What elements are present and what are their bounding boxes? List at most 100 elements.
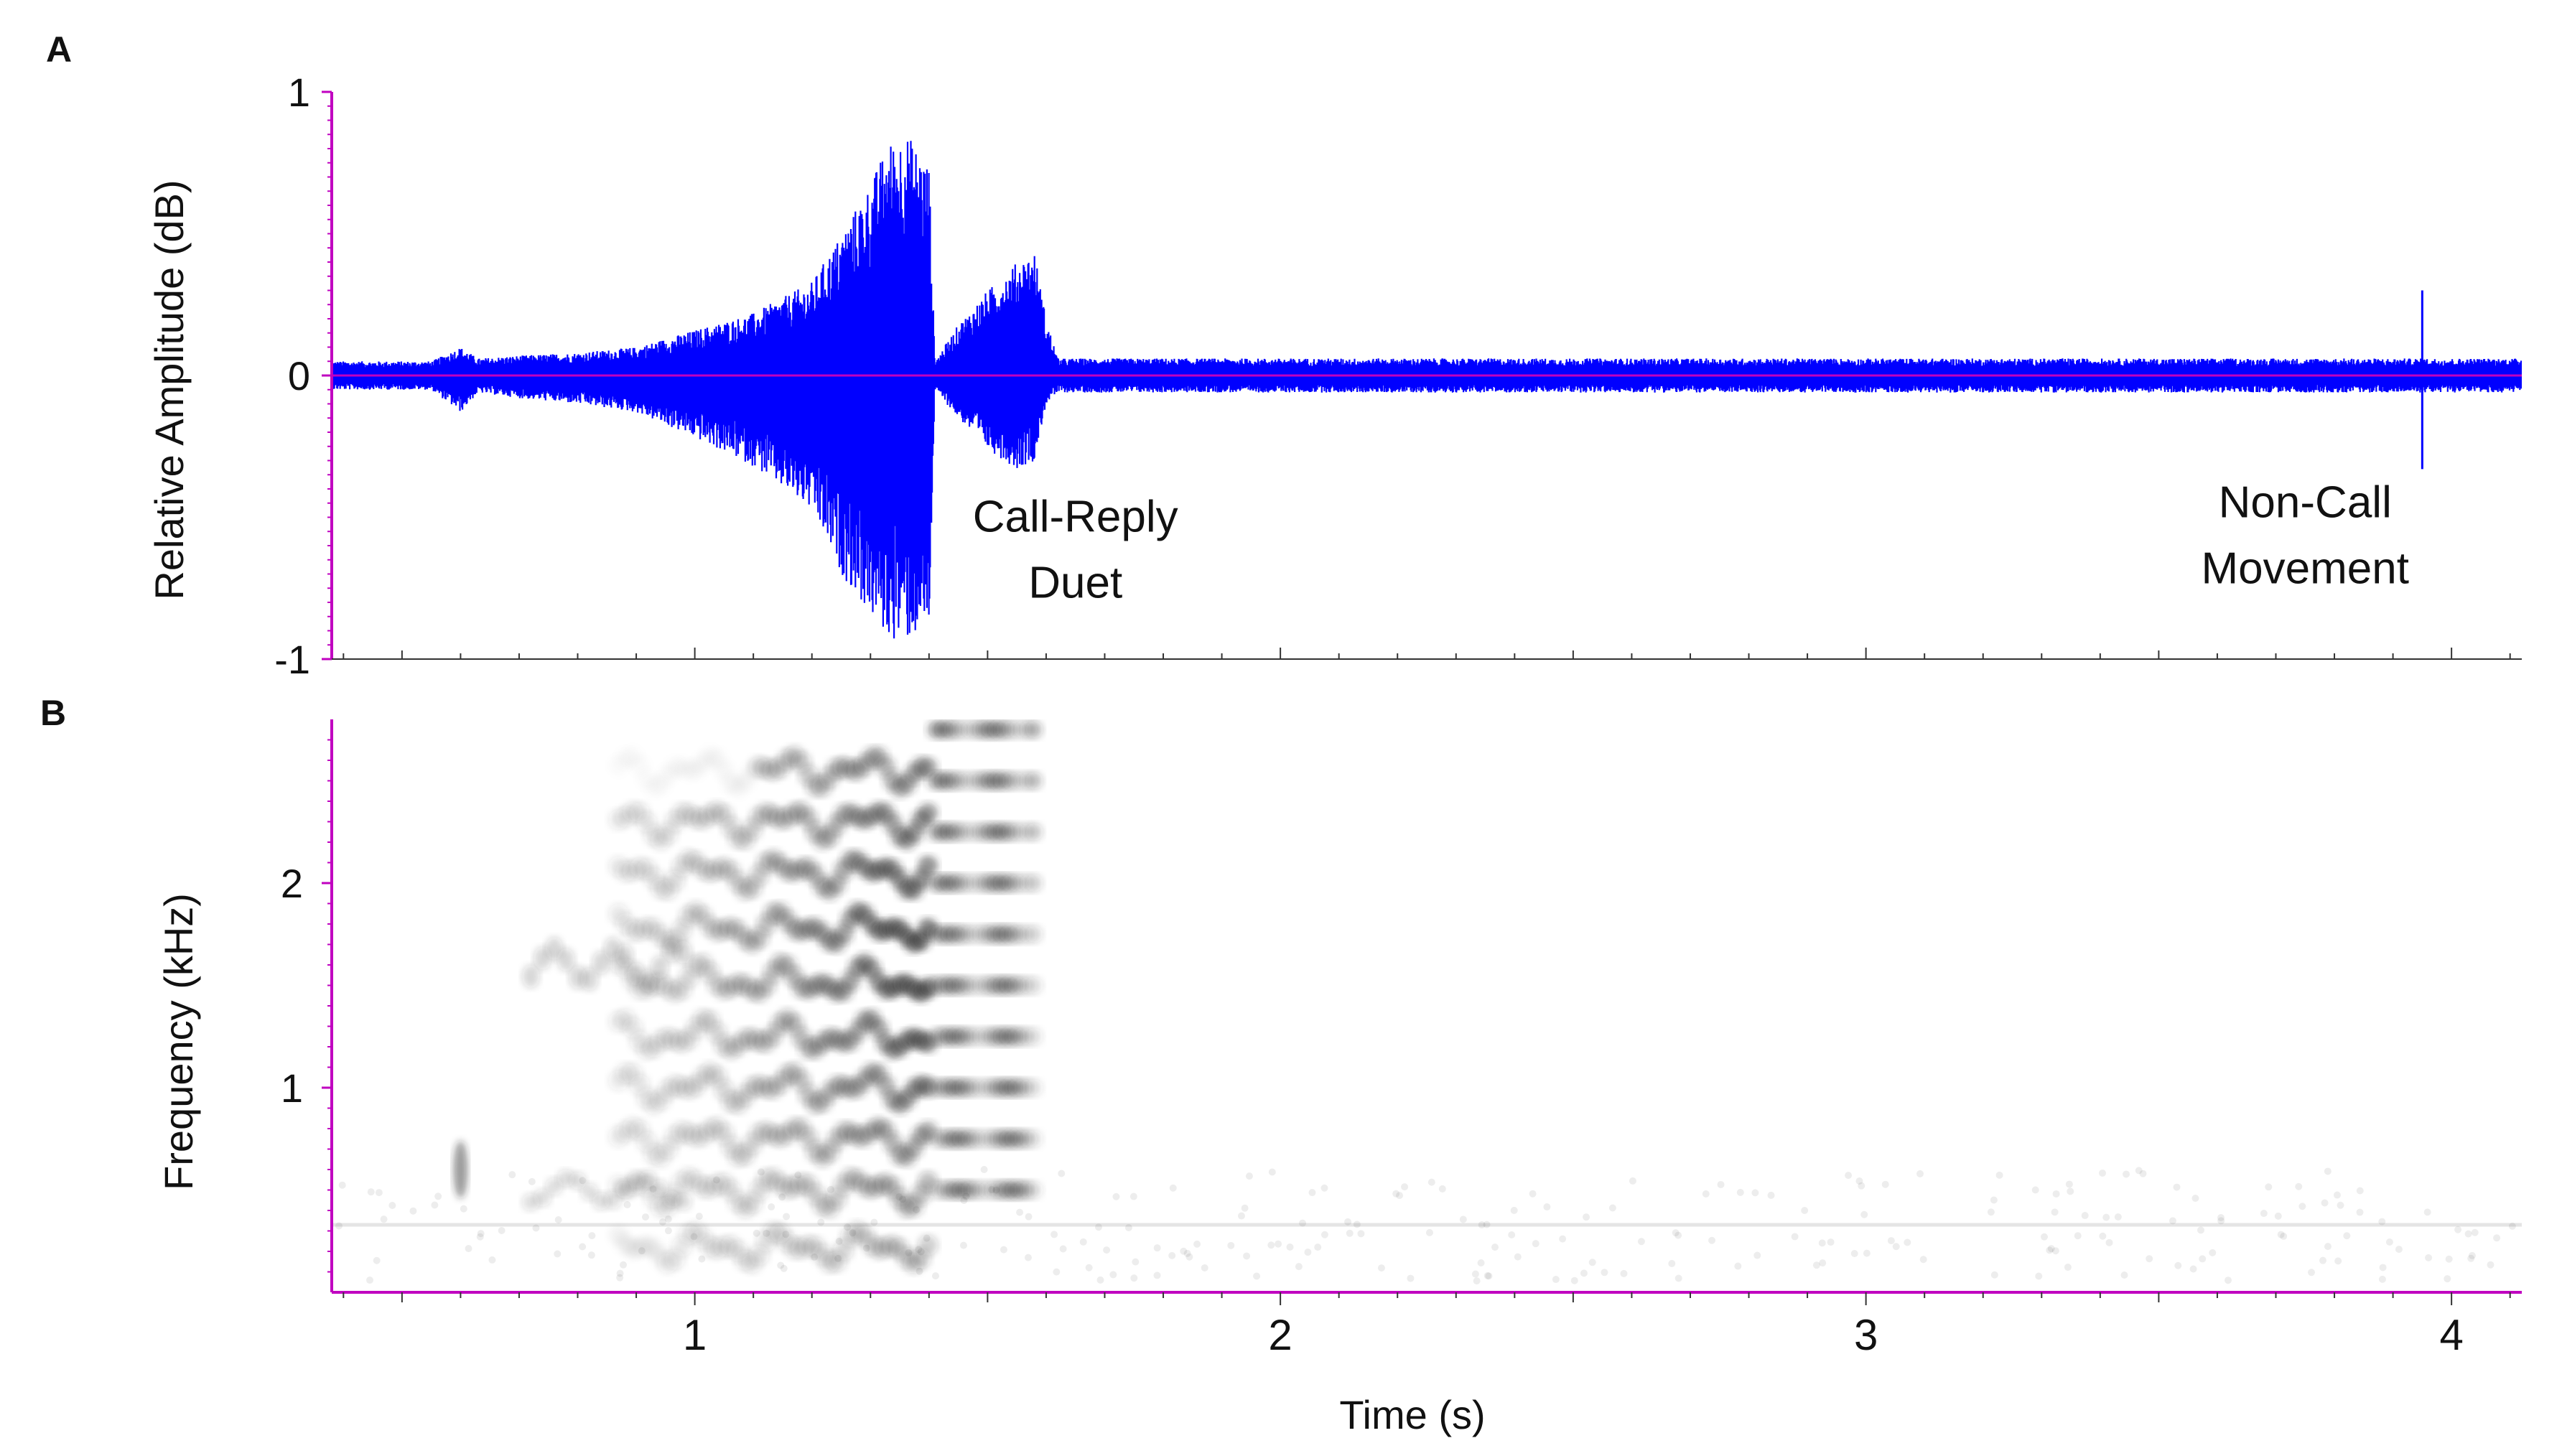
spectrogram-noise [2280, 1232, 2288, 1240]
spectrogram-noise [1295, 1263, 1303, 1271]
spectrogram-noise [1000, 1246, 1007, 1254]
spectrogram-noise [2321, 1199, 2329, 1207]
spectrogram-noise [2135, 1167, 2143, 1175]
spectrogram-noise [2445, 1255, 2453, 1263]
spectrogram-noise [554, 1215, 562, 1223]
spectrogram-noise [763, 1229, 770, 1237]
spectrogram-onset-energy [534, 1189, 551, 1207]
spectrogram-noise [588, 1232, 596, 1240]
spectrogram-noise [1079, 1238, 1087, 1246]
spectrogram-noise [2217, 1217, 2225, 1225]
spectrogram-x-tick-label: 4 [2439, 1311, 2463, 1359]
spectrogram-noise [826, 1185, 834, 1193]
spectrogram-noise [1059, 1245, 1067, 1253]
spectrogram-noise [2035, 1272, 2043, 1280]
spectrogram-noise [1734, 1262, 1742, 1270]
spectrogram-noise [2378, 1275, 2386, 1283]
spectrogram-noise [2123, 1170, 2130, 1178]
spectrogram-noise [1153, 1244, 1161, 1252]
spectrogram-noise [1016, 1208, 1024, 1216]
spectrogram-noise [1477, 1259, 1485, 1267]
spectrogram-noise [777, 1261, 785, 1269]
spectrogram-noise [335, 1222, 343, 1230]
spectrogram-plot-area [332, 721, 2522, 1285]
spectrogram-noise [1858, 1182, 1865, 1190]
spectrogram-noise [2197, 1226, 2204, 1234]
panel-label-b: B [40, 693, 66, 733]
spectrogram-noise [1674, 1231, 1682, 1239]
spectrogram-noise [532, 1224, 540, 1232]
spectrogram-reply-energy [1025, 1130, 1043, 1148]
spectrogram-noise [1510, 1206, 1518, 1214]
spectrogram-noise [2395, 1246, 2403, 1254]
spectrogram-onset-energy [580, 967, 598, 991]
spectrogram-noise [579, 1177, 587, 1185]
spectrogram-noise [380, 1215, 388, 1223]
spectrogram-noise [367, 1188, 375, 1196]
spectrogram-noise [2224, 1277, 2232, 1284]
spectrogram-noise [1478, 1221, 1486, 1229]
spectrogram-onset-energy [651, 956, 669, 979]
spectrogram-noise [1767, 1191, 1775, 1199]
spectrogram-noise [579, 1243, 587, 1251]
spectrogram-noise [638, 1247, 646, 1255]
spectrogram-noise [2464, 1230, 2472, 1238]
spectrogram-noise [1304, 1249, 1312, 1256]
spectrogram-noise [1353, 1221, 1361, 1228]
spectrogram-onset-energy [522, 965, 540, 989]
spectrogram-noise [2298, 1203, 2306, 1210]
spectrogram-noise [477, 1230, 485, 1238]
spectrogram-reply-energy [1025, 1079, 1043, 1096]
spectrogram-noise [2274, 1212, 2282, 1220]
spectrogram-noise [460, 1205, 467, 1213]
spectrogram-noise [1881, 1180, 1889, 1188]
spectrogram-noise [834, 1254, 842, 1262]
spectrogram-noise [917, 1248, 925, 1256]
spectrogram-noise [1320, 1231, 1328, 1238]
spectrogram-noise [1608, 1204, 1616, 1212]
spectrogram-axes: 1 2 1 2 3 4 [281, 719, 2522, 1359]
spectrogram-noise [508, 1171, 516, 1179]
spectrogram-noise [794, 1171, 802, 1179]
spectrogram-noise [1124, 1223, 1132, 1231]
spectrogram-noise [388, 1201, 396, 1209]
spectrogram-noise [1860, 1210, 1868, 1218]
spectrogram-noise [913, 1206, 921, 1214]
spectrogram-noise [1407, 1274, 1415, 1282]
spectrogram-noise [1850, 1250, 1858, 1258]
spectrogram-noise [2040, 1233, 2048, 1241]
spectrogram-reply-energy [1025, 1027, 1043, 1045]
spectrogram-noise [1919, 1256, 1927, 1264]
waveform-y-tick-label: 0 [288, 353, 310, 398]
panel-label-a: A [46, 29, 72, 70]
waveform-y-tick-label: -1 [274, 637, 310, 682]
spectrogram-noise [1863, 1249, 1871, 1257]
spectrogram-noise [757, 1168, 765, 1176]
spectrogram-noise [366, 1277, 374, 1284]
spectrogram-noise [811, 1253, 819, 1261]
spectrogram-noise [2146, 1255, 2153, 1263]
spectrogram-noise [1243, 1252, 1251, 1260]
spectrogram-onset-energy [604, 1191, 622, 1209]
spectrogram-noise [498, 1226, 506, 1234]
spectrogram-early-click [453, 1141, 468, 1198]
spectrogram-noise [409, 1207, 417, 1215]
spectrogram-noise [1346, 1229, 1354, 1237]
spectrogram-noise [1473, 1277, 1481, 1285]
spectrogram-noise [1751, 1189, 1759, 1197]
spectrogram-noise [753, 1229, 760, 1237]
spectrogram-noise [664, 1215, 672, 1223]
spectrogram-noise [2047, 1245, 2055, 1253]
spectrogram-noise [1570, 1277, 1578, 1284]
spectrogram-reply-energy [1025, 1181, 1043, 1199]
spectrogram-noise [1185, 1253, 1193, 1261]
waveform-annotations: Call-Reply Duet Non-Call Movement [973, 478, 2409, 608]
spectrogram-y-tick-label: 1 [281, 1065, 303, 1111]
spectrogram-noise [2067, 1187, 2074, 1195]
spectrogram-noise [2487, 1261, 2495, 1269]
spectrogram-noise [2378, 1218, 2386, 1226]
spectrogram-noise [2444, 1275, 2451, 1283]
spectrogram-noise [2102, 1213, 2110, 1221]
spectrogram-noise [962, 1193, 970, 1200]
spectrogram-noise [2385, 1238, 2393, 1246]
